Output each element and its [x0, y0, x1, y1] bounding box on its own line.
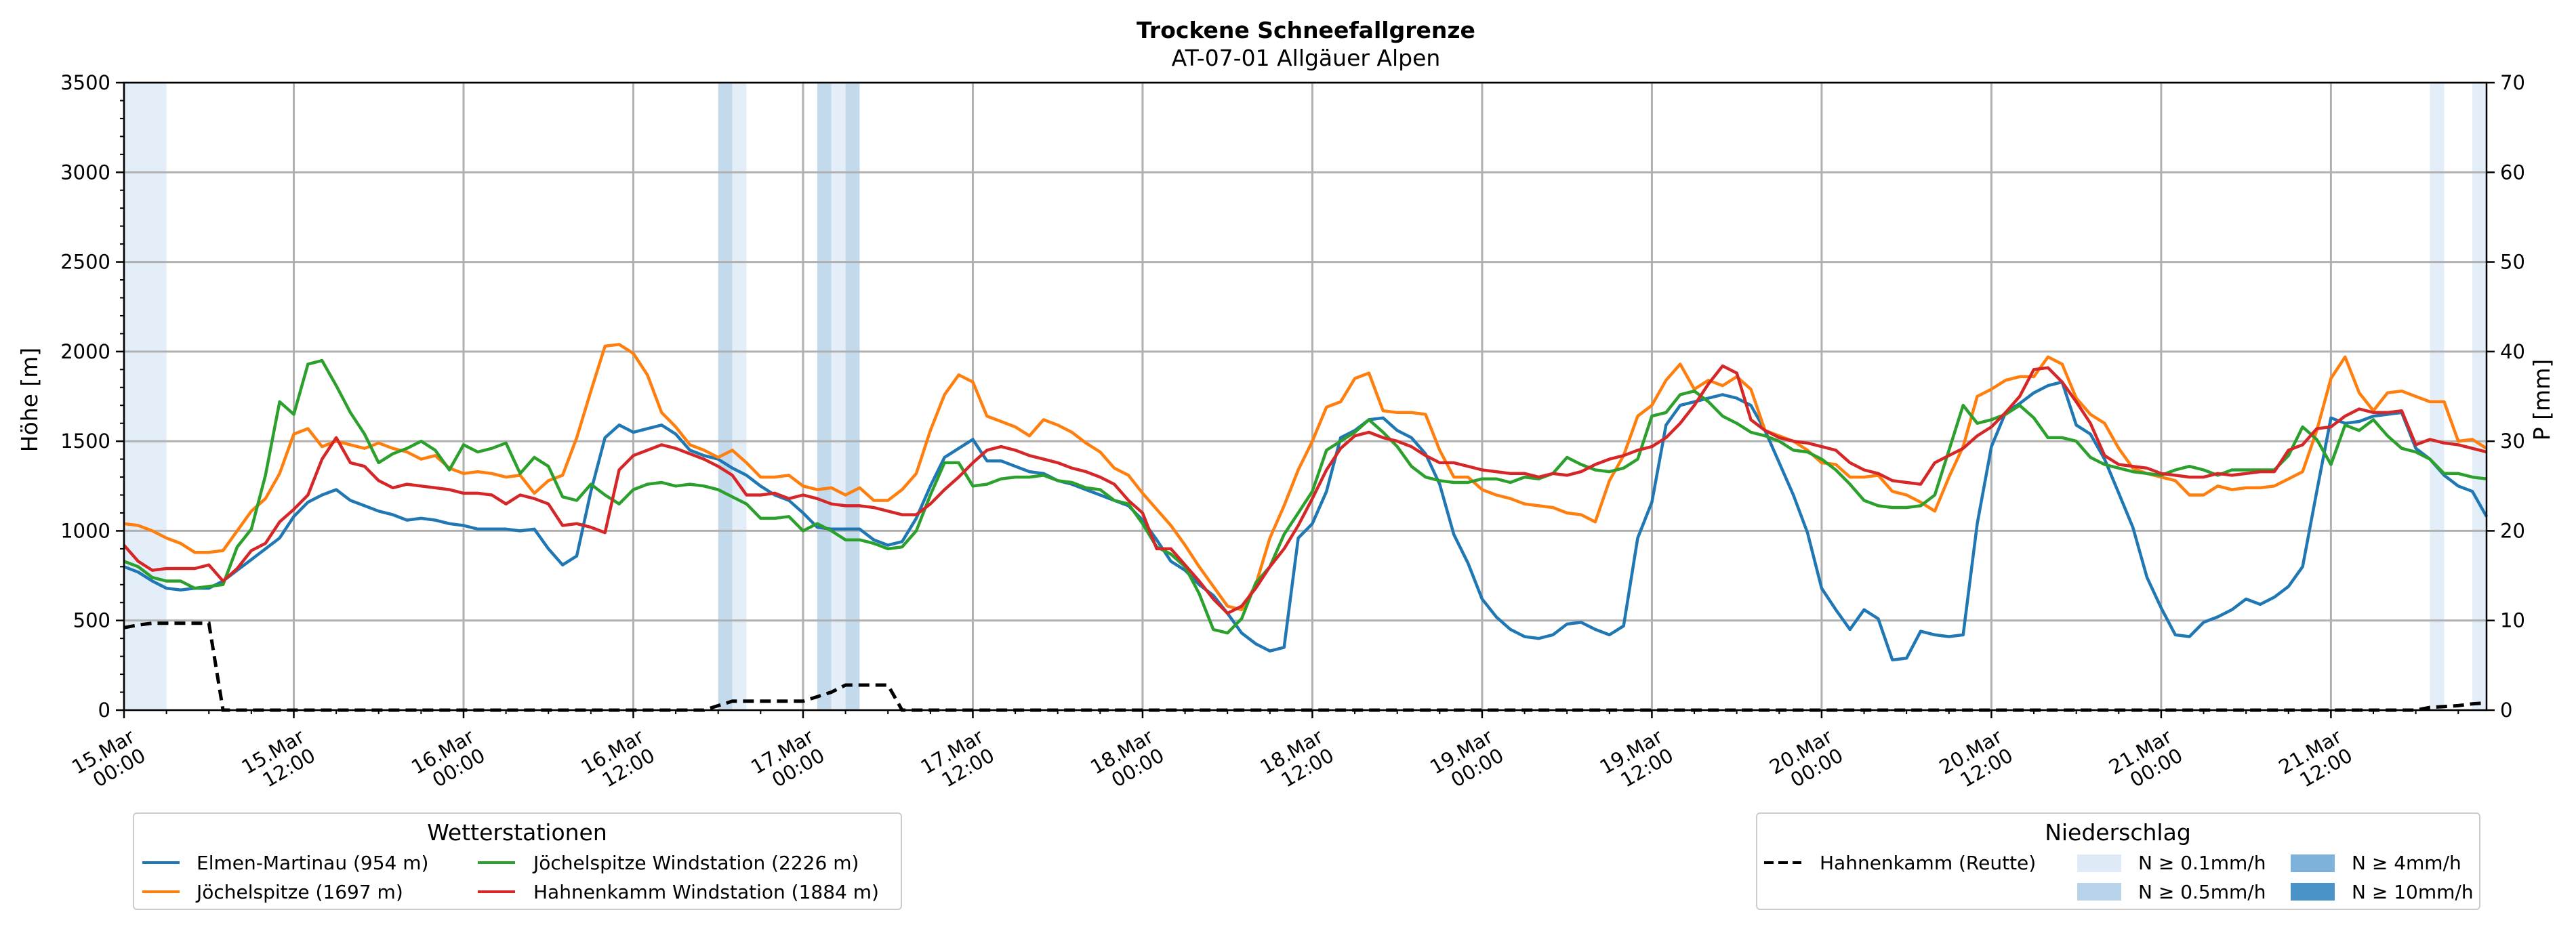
x-tick-label: 19.Mar00:00 [1426, 725, 1507, 798]
series-line [123, 343, 2488, 612]
y-tick-label: 3000 [60, 161, 110, 184]
y2-tick-label: 50 [2500, 251, 2525, 274]
precip-bands [124, 83, 2487, 710]
y-axis-label: Höhe [m] [16, 348, 43, 453]
precip-band [718, 83, 733, 710]
series-line [123, 380, 2488, 662]
precip-band [124, 83, 167, 710]
y2-tick-label: 20 [2500, 519, 2525, 542]
legend-entry-label: Jöchelspitze Windstation (2226 m) [532, 852, 859, 874]
legend-entry-label: N ≥ 10mm/h [2352, 881, 2474, 903]
x-tick-label: 16.Mar12:00 [577, 725, 659, 798]
chart-subtitle: AT-07-01 Allgäuer Alpen [1172, 45, 1441, 71]
legend-swatch [2077, 883, 2121, 901]
y-tick-label: 1500 [60, 430, 110, 453]
y-tick-label: 0 [98, 699, 110, 722]
y-tick-label: 1000 [60, 519, 110, 542]
x-tick-label: 20.Mar12:00 [1936, 725, 2017, 798]
x-tick-label: 21.Mar12:00 [2275, 725, 2356, 798]
grid [123, 81, 2487, 711]
legend-entry: N ≥ 0.1mm/h [2077, 852, 2266, 874]
x-tick-label: 17.Mar12:00 [917, 725, 998, 798]
precip-band [2430, 83, 2445, 710]
legend-entry-label: Elmen-Martinau (954 m) [197, 852, 428, 874]
plot-frame [123, 81, 2488, 711]
legend-entry-label: Hahnenkamm Windstation (1884 m) [533, 881, 879, 903]
series-lines [123, 343, 2488, 712]
y-tick-label: 2000 [60, 340, 110, 363]
x-tick-label: 19.Mar12:00 [1596, 725, 1677, 798]
legend-entry-label: N ≥ 0.5mm/h [2138, 881, 2266, 903]
legend-entry: N ≥ 4mm/h [2291, 852, 2461, 874]
precip-band [2472, 83, 2487, 710]
legend-entry: N ≥ 0.5mm/h [2077, 881, 2266, 903]
legend-entry: Jöchelspitze Windstation (2226 m) [478, 852, 859, 874]
y2-tick-label: 60 [2500, 161, 2525, 184]
legend-precip: Niederschlag Hahnenkamm (Reutte) N ≥ 0.1… [1756, 812, 2480, 910]
legend-swatch [2291, 883, 2335, 901]
x-tick-label: 21.Mar00:00 [2105, 725, 2186, 798]
precip-band [732, 83, 747, 710]
y2-tick-label: 0 [2500, 699, 2512, 722]
precip-band [831, 83, 846, 710]
x-tick-label: 17.Mar00:00 [747, 725, 828, 798]
legend-entry-label: N ≥ 4mm/h [2352, 852, 2461, 874]
legend-entry: N ≥ 10mm/h [2291, 881, 2474, 903]
y2-tick-label: 30 [2500, 430, 2525, 453]
legend-entry-label: Jöchelspitze (1697 m) [195, 881, 403, 903]
y2-tick-label: 40 [2500, 340, 2525, 363]
y2-tick-label: 10 [2500, 609, 2525, 632]
legend-stations-title: Wetterstationen [427, 819, 607, 846]
legend-entry: Elmen-Martinau (954 m) [142, 852, 428, 874]
x-tick-label: 15.Mar12:00 [238, 725, 319, 798]
axes: 0 500 1000 1500 2000 2500 3000 3500 0 10 20 30 40 50 6… [60, 71, 2525, 798]
precip-line [123, 621, 2487, 712]
legend-entry: Hahnenkamm Windstation (1884 m) [478, 881, 879, 903]
series-line [123, 358, 2487, 635]
precip-band [845, 83, 860, 710]
legend-stations: Wetterstationen Elmen-Martinau (954 m) J… [133, 812, 902, 910]
legend-precip-title: Niederschlag [2045, 819, 2191, 846]
y2-axis-label: P [mm] [2529, 359, 2555, 440]
chart-title: Trockene Schneefallgrenze [1137, 17, 1475, 43]
y-tick-label: 3500 [60, 71, 110, 94]
series-line [123, 364, 2487, 615]
x-tick-label: 20.Mar00:00 [1765, 725, 1847, 798]
y-tick-label: 500 [73, 609, 110, 632]
x-tick-label: 18.Mar12:00 [1256, 725, 1338, 798]
precip-band [817, 83, 832, 710]
legend-entry: Jöchelspitze (1697 m) [142, 881, 403, 903]
y2-tick-label: 70 [2500, 71, 2525, 94]
legend-swatch [2291, 854, 2335, 872]
legend-entry-label: N ≥ 0.1mm/h [2138, 852, 2266, 874]
legend-entry-label: Hahnenkamm (Reutte) [1820, 852, 2036, 874]
x-tick-label: 15.Mar00:00 [68, 725, 149, 798]
x-tick-label: 16.Mar00:00 [407, 725, 489, 798]
legend-entry: Hahnenkamm (Reutte) [1764, 852, 2036, 874]
x-tick-label: 18.Mar00:00 [1086, 725, 1168, 798]
legend-swatch [2077, 854, 2121, 872]
y-tick-label: 2500 [60, 251, 110, 274]
